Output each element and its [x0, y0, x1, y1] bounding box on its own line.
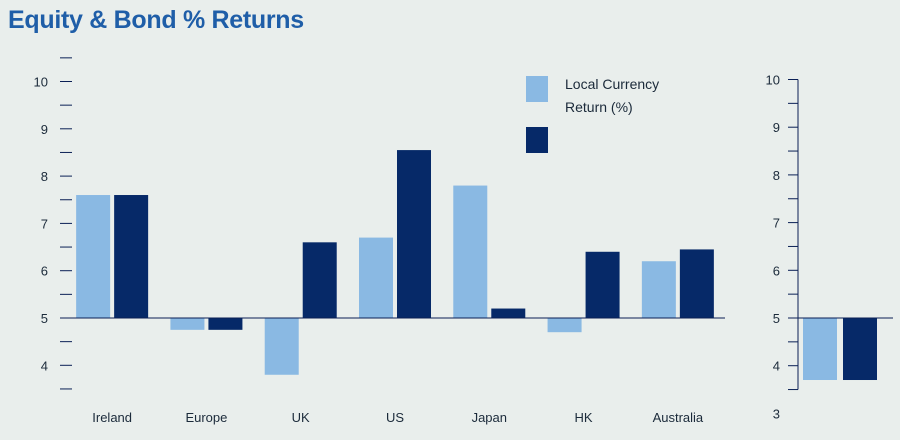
bar-australia-series-2: [679, 249, 714, 318]
x-tick-label-europe: Europe: [185, 410, 227, 425]
y-tick-label-4: 4: [41, 358, 48, 373]
side-y-tick-label-4: 4: [773, 359, 780, 374]
bar-ireland-series-1: [76, 195, 111, 318]
x-tick-label-japan: Japan: [472, 410, 507, 425]
side-bar-series-2: [843, 318, 877, 381]
side-chart: 3 4 5 6 7 8 9 10: [766, 73, 893, 421]
side-y-tick-label-7: 7: [773, 216, 780, 231]
bar-uk-series-1: [264, 318, 299, 375]
bar-europe-series-1: [170, 318, 205, 330]
side-y-tick-label-6: 6: [773, 263, 780, 278]
y-tick-label-10: 10: [34, 75, 48, 90]
bar-us-series-2: [397, 150, 431, 318]
bar-europe-series-2: [208, 318, 243, 330]
main-chart: 4 5 6 7 8 9 10 Ireland Europe UK US Japan HK Australi…: [34, 57, 725, 425]
side-y-tick-label-8: 8: [773, 168, 780, 183]
y-tick-label-5: 5: [41, 311, 48, 326]
x-tick-label-uk: UK: [292, 410, 310, 425]
bar-hk-series-1: [547, 318, 582, 333]
x-tick-label-hk: HK: [575, 410, 593, 425]
bar-japan-series-1: [453, 185, 488, 318]
legend-swatch-1: [526, 76, 548, 102]
bar-hk-series-2: [585, 251, 620, 318]
chart-title: Equity & Bond % Returns: [8, 6, 304, 34]
side-bar-series-1: [803, 318, 837, 381]
x-tick-label-ireland: Ireland: [92, 410, 132, 425]
bar-japan-series-2: [491, 308, 526, 318]
bar-ireland-series-2: [114, 195, 149, 318]
bar-us-series-1: [359, 237, 393, 318]
y-tick-label-8: 8: [41, 169, 48, 184]
side-y-tick-label-5: 5: [773, 311, 780, 326]
bar-uk-series-2: [302, 242, 337, 318]
x-tick-label-us: US: [386, 410, 404, 425]
side-y-tick-label-9: 9: [773, 120, 780, 135]
legend-label-1-line-2: Return (%): [565, 99, 633, 115]
side-y-tick-label-10: 10: [766, 73, 780, 88]
y-tick-label-9: 9: [41, 122, 48, 137]
chart-legend: Local Currency Return (%): [526, 76, 659, 153]
legend-swatch-2: [526, 127, 548, 153]
x-tick-label-australia: Australia: [653, 410, 704, 425]
bar-australia-series-1: [641, 261, 676, 318]
legend-label-1: Local Currency: [565, 76, 659, 92]
side-y-tick-label-3: 3: [773, 406, 780, 421]
y-tick-label-7: 7: [41, 216, 48, 231]
y-tick-label-6: 6: [41, 264, 48, 279]
